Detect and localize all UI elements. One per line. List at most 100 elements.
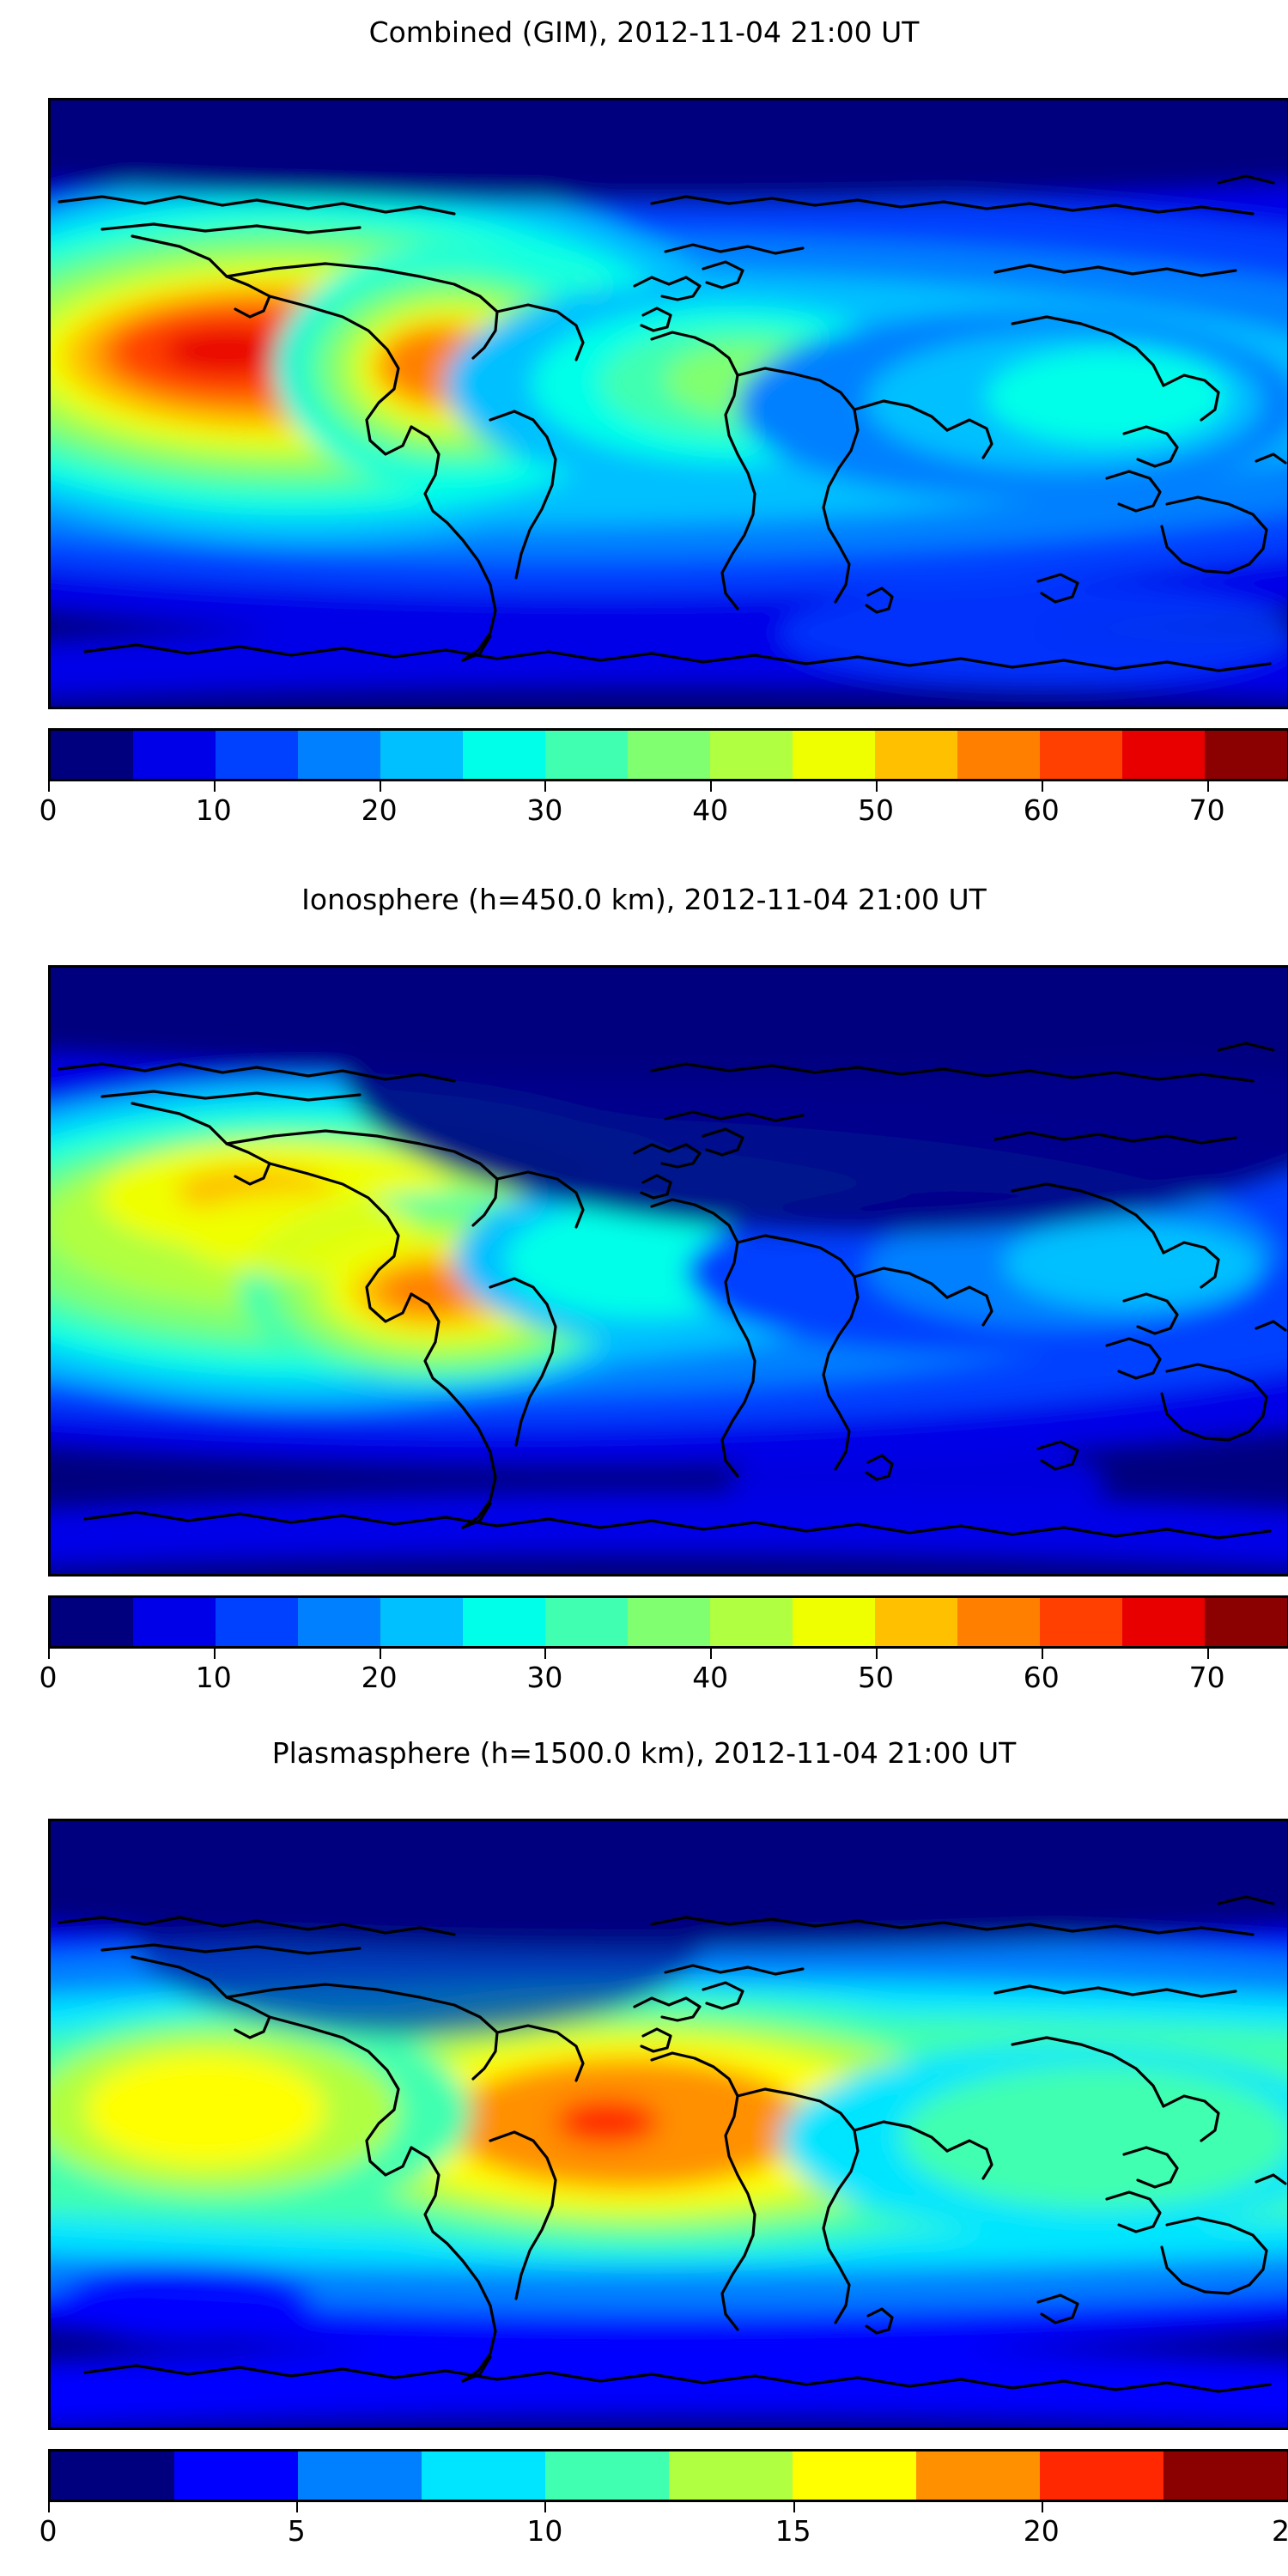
colorbar-segment	[793, 2451, 918, 2500]
colorbar-segment	[710, 731, 794, 779]
colorbar-tick-label: 40	[692, 793, 729, 827]
panel-title-ionosphere: Ionosphere (h=450.0 km), 2012-11-04 21:0…	[301, 883, 987, 916]
colorbar-strip-ionosphere	[48, 1595, 1288, 1649]
colorbar-segment	[628, 1598, 712, 1646]
colorbar-tick	[876, 1649, 878, 1659]
map-svg-plasmasphere	[51, 1821, 1287, 2427]
colorbar-tick-label: 25	[1272, 2514, 1288, 2548]
panel-title-plasmasphere: Plasmasphere (h=1500.0 km), 2012-11-04 2…	[271, 1736, 1017, 1770]
map-combined-gim	[48, 98, 1288, 709]
map-ionosphere	[48, 965, 1288, 1577]
colorbar-tick-label: 70	[1188, 1661, 1225, 1694]
coastlines-ionosphere	[58, 1042, 1287, 1540]
map-svg-combined-gim	[51, 100, 1287, 707]
colorbar-tick-label: 40	[692, 1661, 729, 1694]
colorbar-tick-label: 10	[526, 2514, 563, 2548]
map-plasmasphere	[48, 1819, 1288, 2430]
colorbar-tick-label: 30	[526, 793, 563, 827]
colorbar-tick	[1041, 781, 1043, 792]
colorbar-axis-ionosphere: 0 10 20 30 40 50 60 70	[39, 1649, 1288, 1698]
colorbar-segment	[463, 1598, 547, 1646]
colorbar-segment	[51, 2451, 176, 2500]
colorbar-tick-label: 0	[39, 793, 58, 827]
coastlines-combined-gim	[58, 174, 1287, 672]
colorbar-segment	[216, 731, 300, 779]
colorbar-segment	[628, 731, 712, 779]
colorbar-strip-combined-gim	[48, 728, 1288, 781]
colorbar-segment	[669, 2451, 794, 2500]
colorbar-tick	[296, 2502, 299, 2512]
colorbar-tick-label: 30	[526, 1661, 563, 1694]
colorbar-combined-gim: 0 10 20 30 40 50 60 70	[39, 728, 1288, 831]
colorbar-segment	[51, 1598, 135, 1646]
panel-title-combined-gim: Combined (GIM), 2012-11-04 21:00 UT	[368, 15, 920, 49]
colorbar-tick	[48, 781, 50, 792]
colorbar-tick	[1206, 1649, 1209, 1659]
colorbar-tick	[1206, 781, 1209, 792]
colorbar-segment	[875, 1598, 959, 1646]
colorbar-segment	[298, 1598, 382, 1646]
colorbar-tick	[1041, 1649, 1043, 1659]
colorbar-tick	[379, 781, 381, 792]
colorbar-tick-label: 70	[1188, 793, 1225, 827]
colorbar-segment	[1205, 1598, 1287, 1646]
colorbar-segment	[875, 731, 959, 779]
colorbar-tick-label: 10	[195, 1661, 232, 1694]
colorbar-segment	[51, 731, 135, 779]
colorbar-tick-label: 50	[858, 793, 894, 827]
colorbar-segment	[1122, 1598, 1206, 1646]
colorbar-tick	[213, 1649, 216, 1659]
colorbar-segment	[1205, 731, 1287, 779]
colorbar-tick	[710, 781, 713, 792]
colorbar-segment	[174, 2451, 300, 2500]
colorbar-tick	[710, 1649, 713, 1659]
colorbar-tick	[48, 2502, 50, 2512]
colorbar-tick	[793, 2502, 795, 2512]
colorbar-segment	[298, 731, 382, 779]
colorbar-tick	[544, 781, 547, 792]
colorbar-segment	[133, 1598, 217, 1646]
colorbar-tick-label: 0	[39, 2514, 58, 2548]
colorbar-tick	[379, 1649, 381, 1659]
colorbar-axis-combined-gim: 0 10 20 30 40 50 60 70	[39, 781, 1288, 831]
colorbar-segment	[957, 731, 1042, 779]
colorbar-axis-plasmasphere: 0 5 10 15 20 25	[39, 2502, 1288, 2552]
colorbar-segment	[1040, 731, 1124, 779]
colorbar-tick	[544, 2502, 547, 2512]
colorbar-segment	[380, 1598, 465, 1646]
colorbar-segment	[710, 1598, 794, 1646]
colorbar-tick	[213, 781, 216, 792]
colorbar-segment	[380, 731, 465, 779]
colorbar-segment	[463, 731, 547, 779]
colorbar-segment	[1163, 2451, 1287, 2500]
colorbar-tick	[876, 781, 878, 792]
colorbar-tick-label: 20	[1023, 2514, 1060, 2548]
colorbar-segment	[545, 2451, 671, 2500]
colorbar-tick-label: 50	[858, 1661, 894, 1694]
colorbar-tick	[48, 1649, 50, 1659]
colorbar-segment	[916, 2451, 1042, 2500]
colorbar-tick-label: 60	[1023, 793, 1060, 827]
colorbar-segment	[545, 731, 629, 779]
colorbar-tick-label: 5	[287, 2514, 306, 2548]
colorbar-segment	[1122, 731, 1206, 779]
colorbar-segment	[133, 731, 217, 779]
colorbar-tick	[544, 1649, 547, 1659]
colorbar-segment	[545, 1598, 629, 1646]
coastlines-plasmasphere	[58, 1895, 1287, 2393]
colorbar-tick-label: 0	[39, 1661, 58, 1694]
colorbar-segment	[957, 1598, 1042, 1646]
colorbar-segment	[422, 2451, 547, 2500]
colorbar-segment	[216, 1598, 300, 1646]
colorbar-tick-label: 20	[361, 793, 398, 827]
colorbar-segment	[1040, 2451, 1165, 2500]
colorbar-tick-label: 10	[195, 793, 232, 827]
colorbar-ionosphere: 0 10 20 30 40 50 60 70	[39, 1595, 1288, 1698]
colorbar-tick-label: 20	[361, 1661, 398, 1694]
colorbar-plasmasphere: 0 5 10 15 20 25	[39, 2449, 1288, 2552]
colorbar-segment	[793, 1598, 877, 1646]
colorbar-segment	[298, 2451, 423, 2500]
map-svg-ionosphere	[51, 968, 1287, 1574]
colorbar-segment	[793, 731, 877, 779]
